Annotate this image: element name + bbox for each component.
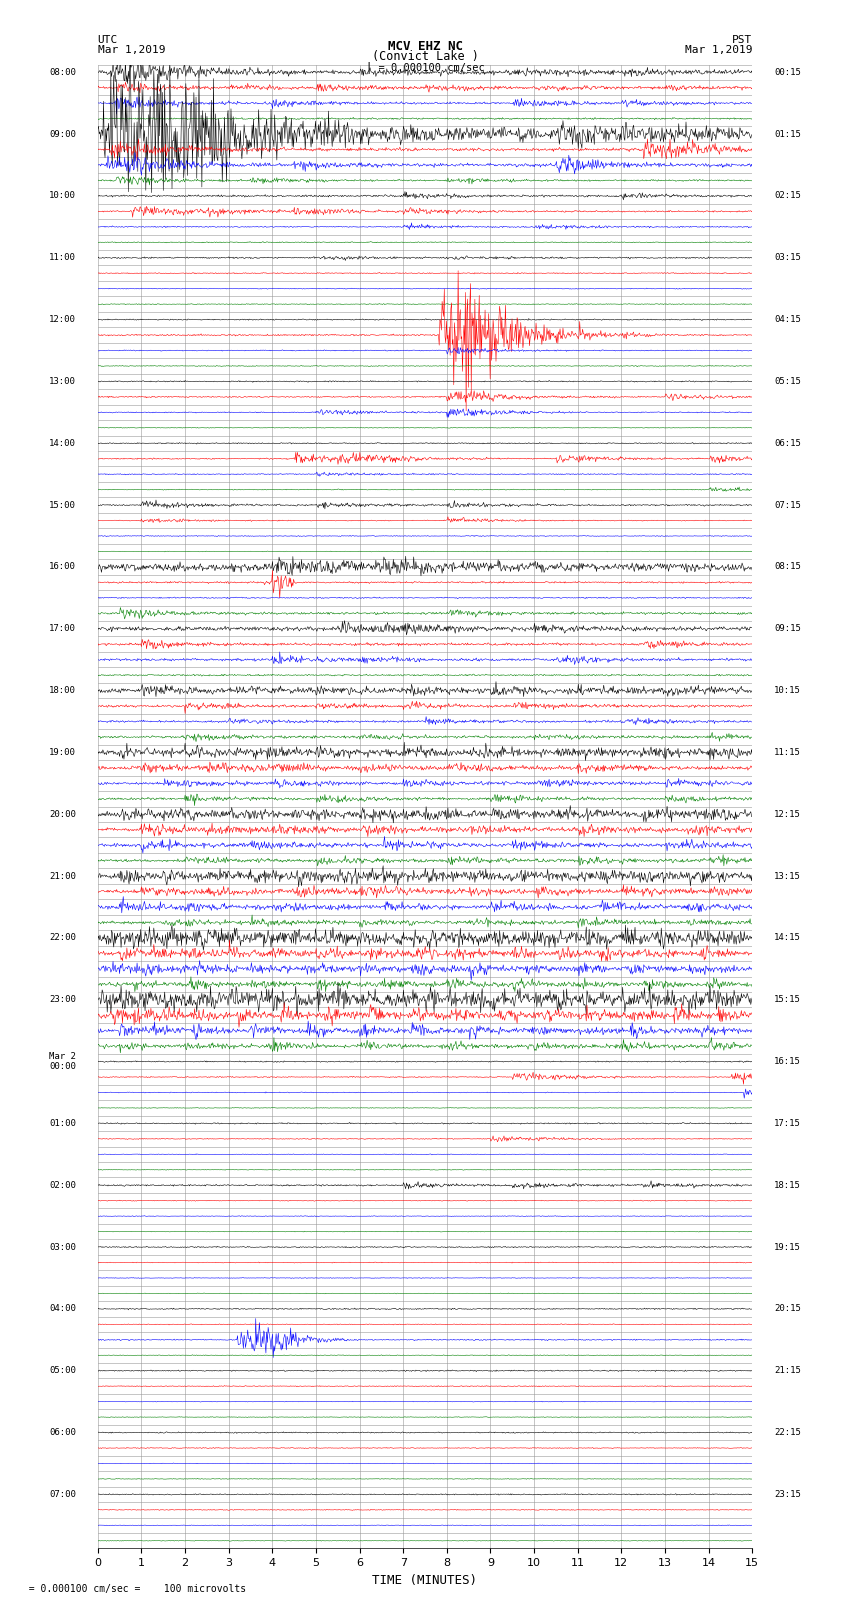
Text: 08:15: 08:15 [774,563,801,571]
Text: Mar 1,2019: Mar 1,2019 [98,45,165,55]
Text: 09:00: 09:00 [49,129,76,139]
Text: 09:15: 09:15 [774,624,801,634]
Text: 02:00: 02:00 [49,1181,76,1190]
Text: = 0.000100 cm/sec =    100 microvolts: = 0.000100 cm/sec = 100 microvolts [17,1584,246,1594]
Text: 08:00: 08:00 [49,68,76,77]
Text: 01:15: 01:15 [774,129,801,139]
Text: 12:15: 12:15 [774,810,801,819]
Text: 04:00: 04:00 [49,1305,76,1313]
Text: Mar 2
00:00: Mar 2 00:00 [49,1052,76,1071]
Text: 14:15: 14:15 [774,934,801,942]
Text: 22:15: 22:15 [774,1428,801,1437]
X-axis label: TIME (MINUTES): TIME (MINUTES) [372,1574,478,1587]
Text: 04:15: 04:15 [774,315,801,324]
Text: 07:15: 07:15 [774,500,801,510]
Text: 22:00: 22:00 [49,934,76,942]
Text: 11:15: 11:15 [774,748,801,756]
Text: MCV EHZ NC: MCV EHZ NC [388,40,462,53]
Text: 06:15: 06:15 [774,439,801,448]
Text: 20:15: 20:15 [774,1305,801,1313]
Text: 18:15: 18:15 [774,1181,801,1190]
Text: ⎮ = 0.000100 cm/sec: ⎮ = 0.000100 cm/sec [366,61,484,73]
Text: 23:00: 23:00 [49,995,76,1005]
Text: PST: PST [732,35,752,45]
Text: 16:00: 16:00 [49,563,76,571]
Text: 01:00: 01:00 [49,1119,76,1127]
Text: Mar 1,2019: Mar 1,2019 [685,45,752,55]
Text: 15:00: 15:00 [49,500,76,510]
Text: 03:15: 03:15 [774,253,801,263]
Text: 05:15: 05:15 [774,377,801,386]
Text: 17:00: 17:00 [49,624,76,634]
Text: 13:00: 13:00 [49,377,76,386]
Text: 16:15: 16:15 [774,1057,801,1066]
Text: 20:00: 20:00 [49,810,76,819]
Text: 17:15: 17:15 [774,1119,801,1127]
Text: UTC: UTC [98,35,118,45]
Text: 06:00: 06:00 [49,1428,76,1437]
Text: 03:00: 03:00 [49,1242,76,1252]
Text: 00:15: 00:15 [774,68,801,77]
Text: 10:15: 10:15 [774,686,801,695]
Text: 11:00: 11:00 [49,253,76,263]
Text: 21:00: 21:00 [49,871,76,881]
Text: 13:15: 13:15 [774,871,801,881]
Text: 10:00: 10:00 [49,192,76,200]
Text: 14:00: 14:00 [49,439,76,448]
Text: 23:15: 23:15 [774,1490,801,1498]
Text: 21:15: 21:15 [774,1366,801,1376]
Text: 12:00: 12:00 [49,315,76,324]
Text: 07:00: 07:00 [49,1490,76,1498]
Text: 18:00: 18:00 [49,686,76,695]
Text: 15:15: 15:15 [774,995,801,1005]
Text: (Convict Lake ): (Convict Lake ) [371,50,479,63]
Text: 19:15: 19:15 [774,1242,801,1252]
Text: 02:15: 02:15 [774,192,801,200]
Text: 05:00: 05:00 [49,1366,76,1376]
Text: 19:00: 19:00 [49,748,76,756]
